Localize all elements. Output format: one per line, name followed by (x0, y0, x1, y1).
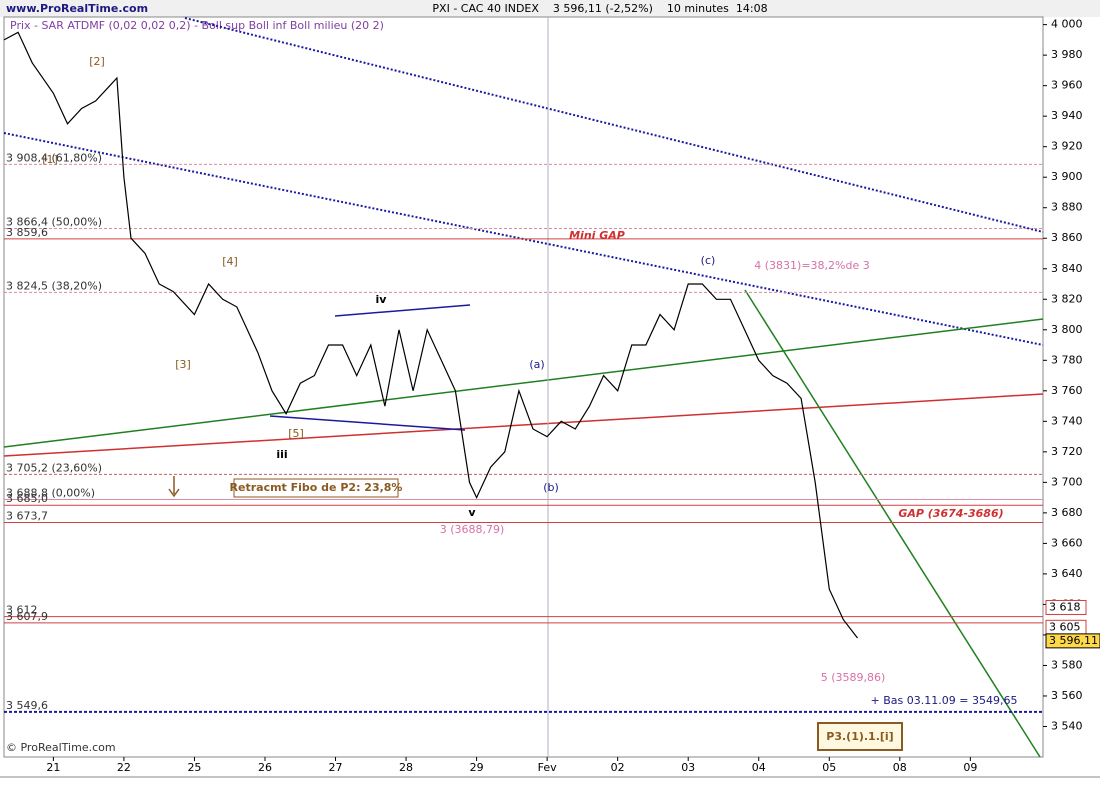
annotation: (b) (543, 481, 559, 494)
level-label: 3 673,7 (6, 509, 48, 522)
x-tick-label: 25 (187, 761, 201, 774)
annotation: [1] (42, 153, 58, 166)
annotation: + Bas 03.11.09 = 3549,65 (871, 694, 1018, 707)
y-tick-label: 3 680 (1051, 506, 1083, 519)
annotation: [4] (222, 255, 238, 268)
annotation: [2] (89, 55, 105, 68)
annotation: [3] (175, 358, 191, 371)
plot-frame (3, 16, 1044, 758)
x-tick-label: 27 (329, 761, 343, 774)
y-tick-label: 3 720 (1051, 445, 1083, 458)
y-tick-label: 3 580 (1051, 658, 1083, 671)
annotation-box (817, 722, 903, 751)
annotation: Mini GAP (569, 229, 625, 242)
x-tick-label: 08 (893, 761, 907, 774)
annotation: Retracmt Fibo de P2: 23,8% (230, 481, 403, 494)
y-tick-label: 3 760 (1051, 384, 1083, 397)
price-line (3, 31, 858, 639)
annotation: v (468, 506, 476, 519)
y-tick-label: 3 540 (1051, 719, 1083, 732)
triangle-line (269, 415, 466, 431)
price-tag (1045, 599, 1087, 615)
y-tick-label: 3 920 (1051, 140, 1083, 153)
level-label: 3 705,2 (23,60%) (6, 461, 102, 474)
level-label: 3 908,4 (61,80%) (6, 151, 102, 164)
annotation: P3.(1).1.[i] (826, 730, 893, 743)
level-label: 3 866,4 (50,00%) (6, 215, 102, 228)
y-tick-label: 4 000 (1051, 18, 1083, 31)
indicator-legend: Prix - SAR ATDMF (0,02 0,02 0,2) - Boll … (10, 19, 384, 32)
title: PXI - CAC 40 INDEX 3 596,11 (-2,52%) 10 … (432, 2, 767, 15)
y-tick-label: 3 820 (1051, 292, 1083, 305)
annotation: 4 (3831)=38,2%de 3 (754, 259, 869, 272)
y-tick-label: 3 660 (1051, 536, 1083, 549)
level-label: 3 688,8 (0,00%) (6, 486, 95, 499)
trend-line (3, 132, 1044, 346)
trend-line (3, 393, 1044, 457)
y-tick-label: 3 960 (1051, 79, 1083, 92)
level-label: 3 612 (6, 604, 38, 617)
level-label: 3 685,0 (6, 492, 48, 505)
y-tick-label: 3 740 (1051, 414, 1083, 427)
x-tick-label: 02 (611, 761, 625, 774)
x-tick-label: 21 (46, 761, 60, 774)
y-tick-label: 3 780 (1051, 353, 1083, 366)
x-tick-label: 04 (752, 761, 766, 774)
level-label: 3 859,6 (6, 226, 48, 239)
footer: © ProRealTime.com (6, 741, 116, 754)
price-tag-label: 3 618 (1049, 600, 1081, 613)
arrow (168, 476, 180, 498)
x-tick-label: 29 (470, 761, 484, 774)
level-label: 3 549,6 (6, 699, 48, 712)
x-tick-label: 05 (822, 761, 836, 774)
annotation: (a) (529, 358, 544, 371)
y-tick-label: 3 700 (1051, 475, 1083, 488)
y-tick-label: 3 640 (1051, 567, 1083, 580)
site: www.ProRealTime.com (6, 2, 148, 15)
y-tick-label: 3 940 (1051, 109, 1083, 122)
trend-line (184, 17, 1044, 233)
y-tick-label: 3 800 (1051, 323, 1083, 336)
annotation: (c) (701, 254, 716, 267)
annotation: [5] (288, 427, 304, 440)
y-tick-label: 3 880 (1051, 201, 1083, 214)
title-bar (0, 0, 1100, 17)
y-tick-label: 3 900 (1051, 170, 1083, 183)
level-label: 3 824,5 (38,20%) (6, 279, 102, 292)
trend-line (744, 289, 1041, 758)
y-tick-label: 3 980 (1051, 48, 1083, 61)
y-tick-label: 3 840 (1051, 262, 1083, 275)
annotation: iv (376, 293, 388, 306)
price-tag (1045, 633, 1100, 649)
price-tag-label: 3 596,11 (1049, 634, 1098, 647)
triangle-line (334, 304, 471, 317)
y-tick-label: 3 860 (1051, 231, 1083, 244)
level-label: 3 607,9 (6, 610, 48, 623)
x-tick-label: 09 (963, 761, 977, 774)
x-tick-label: 28 (399, 761, 413, 774)
annotation: GAP (3674-3686) (898, 507, 1003, 520)
annotation: 5 (3589,86) (821, 671, 886, 684)
x-tick-label: 03 (681, 761, 695, 774)
y-tick-label: 3 560 (1051, 689, 1083, 702)
x-tick-label: Fev (538, 761, 557, 774)
price-tag-label: 3 605 (1049, 620, 1081, 633)
annotation: 3 (3688,79) (440, 523, 505, 536)
annotation: iii (276, 448, 287, 461)
trend-line (3, 318, 1044, 448)
x-tick-label: 26 (258, 761, 272, 774)
x-tick-label: 22 (117, 761, 131, 774)
annotation-box (233, 478, 399, 498)
